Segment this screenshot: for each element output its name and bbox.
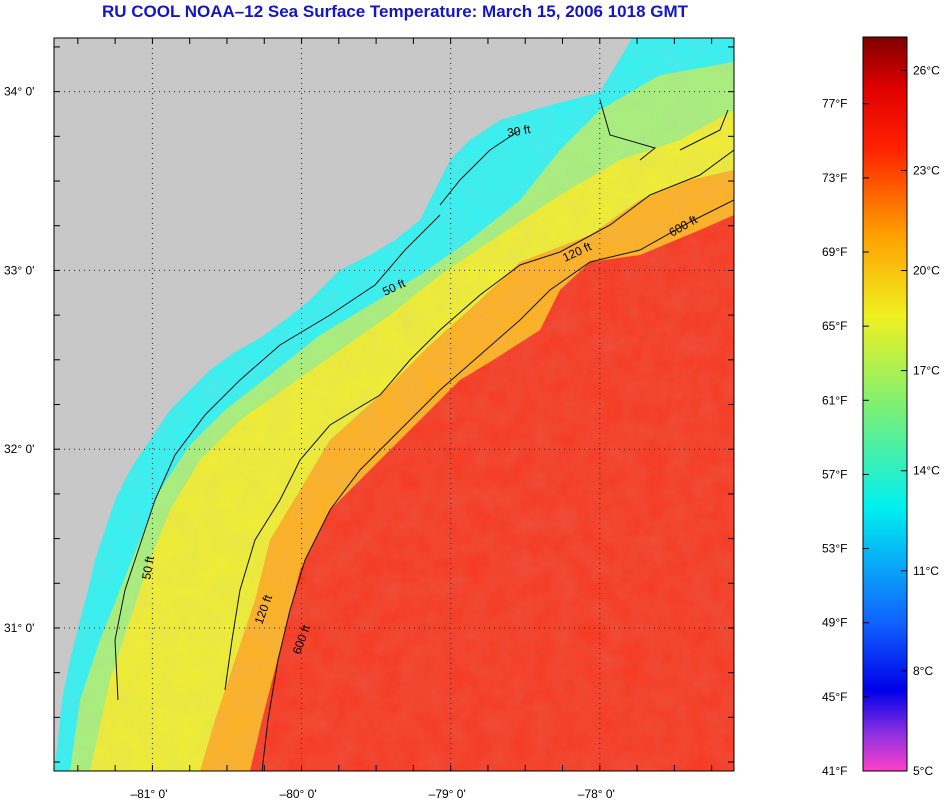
lon-label-81: –81° 0' bbox=[130, 787, 167, 801]
fahrenheit-label: 41°F bbox=[822, 764, 847, 778]
celsius-label: 23°C bbox=[913, 163, 940, 177]
lat-label-34: 34° 0' bbox=[4, 85, 34, 99]
temperature-colorbar: 26°C 23°C 20°C 17°C 14°C 11°C 8°C 5°C 77… bbox=[822, 36, 940, 778]
fahrenheit-label: 61°F bbox=[822, 393, 847, 407]
colorbar-ticks bbox=[863, 69, 907, 772]
fahrenheit-label: 69°F bbox=[822, 245, 847, 259]
isobath-120ft bbox=[224, 149, 734, 691]
land-mass bbox=[54, 38, 632, 771]
map-title: RU COOL NOAA–12 Sea Surface Temperature:… bbox=[101, 2, 689, 21]
isobath-50ft bbox=[114, 214, 441, 701]
fahrenheit-label: 49°F bbox=[822, 616, 847, 630]
fahrenheit-label: 65°F bbox=[822, 319, 847, 333]
fahrenheit-label: 57°F bbox=[822, 467, 847, 481]
celsius-labels: 26°C 23°C 20°C 17°C 14°C 11°C 8°C 5°C bbox=[913, 63, 940, 778]
lon-label-80: –80° 0' bbox=[280, 787, 317, 801]
celsius-label: 20°C bbox=[913, 264, 940, 278]
lat-label-33: 33° 0' bbox=[4, 263, 34, 277]
map-frame bbox=[53, 37, 735, 772]
fahrenheit-label: 77°F bbox=[822, 97, 847, 111]
axis-labels: 34° 0' 33° 0' 32° 0' 31° 0' –81° 0' –80°… bbox=[4, 85, 615, 801]
fahrenheit-label: 53°F bbox=[822, 542, 847, 556]
graticule bbox=[54, 38, 734, 771]
lon-label-79: –79° 0' bbox=[429, 787, 466, 801]
lon-label-78: –78° 0' bbox=[578, 787, 615, 801]
celsius-label: 11°C bbox=[913, 564, 939, 578]
celsius-label: 5°C bbox=[913, 764, 933, 778]
fahrenheit-label: 45°F bbox=[822, 690, 847, 704]
isobath-30ft bbox=[439, 99, 657, 206]
fahrenheit-labels: 77°F 73°F 69°F 65°F 61°F 57°F 53°F 49°F … bbox=[822, 97, 847, 778]
fahrenheit-label: 73°F bbox=[822, 171, 847, 185]
sst-map: 30 ft 50 ft 120 ft 600 ft 50 ft 120 ft 6… bbox=[4, 37, 735, 801]
isobath-label-50ft-south: 50 ft bbox=[139, 554, 157, 580]
isobath-label-30ft: 30 ft bbox=[506, 122, 532, 140]
lat-label-31: 31° 0' bbox=[4, 621, 34, 635]
isobath-30ft-offshore-wiggle bbox=[679, 109, 729, 151]
isobath-600ft bbox=[261, 199, 734, 771]
colorbar-gradient bbox=[862, 36, 908, 772]
lat-label-32: 32° 0' bbox=[4, 442, 34, 456]
celsius-label: 8°C bbox=[913, 664, 933, 678]
celsius-label: 14°C bbox=[913, 464, 940, 478]
celsius-label: 17°C bbox=[913, 364, 940, 378]
celsius-label: 26°C bbox=[913, 63, 940, 77]
